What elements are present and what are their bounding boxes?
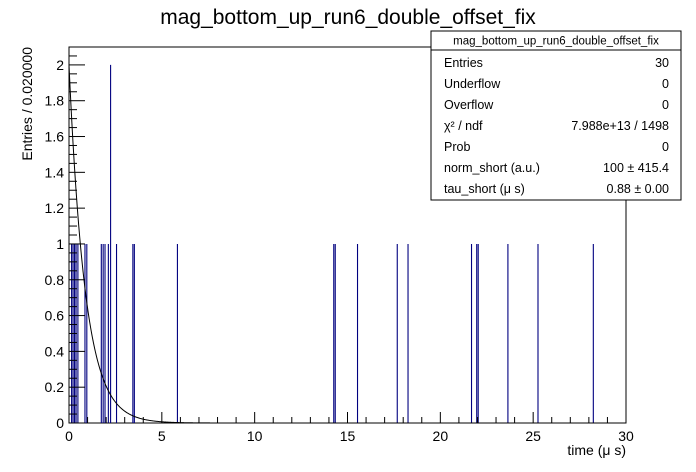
stats-label: norm_short (a.u.) [444,161,540,175]
y-tick-label: 0.6 [45,308,65,324]
y-axis: 0 0.2 0.4 0.6 0.8 1 1.2 1.4 1.6 1.8 2 [45,46,85,431]
stats-label: tau_short (μ s) [444,182,525,196]
y-tick-label: 2 [56,57,64,73]
stats-label: Entries [444,56,483,70]
stats-value: 7.988e+13 / 1498 [571,119,669,133]
stats-value: 30 [655,56,669,70]
y-axis-title: Entries / 0.020000 [19,47,35,161]
y-tick-label: 1 [56,236,64,252]
stats-label: χ² / ndf [444,119,483,133]
stats-label: Overflow [444,98,494,112]
stats-value: 0.88 ± 0.00 [607,182,670,196]
x-tick-label: 30 [618,428,634,444]
x-tick-label: 15 [340,428,356,444]
y-tick-label: 1.6 [45,129,65,145]
stats-value: 0 [662,98,669,112]
y-tick-label: 0.2 [45,379,65,395]
chart-title: mag_bottom_up_run6_double_offset_fix [160,6,536,29]
x-axis: 0 5 10 15 20 25 30 [65,412,634,444]
stats-box-frame [430,30,682,201]
y-tick-label: 1.4 [45,164,65,180]
y-tick-label: 0.8 [45,272,65,288]
histogram-bars [71,64,594,423]
stats-box-title: mag_bottom_up_run6_double_offset_fix [453,36,659,48]
y-tick-label: 0 [56,415,64,431]
y-tick-label: 1.2 [45,200,65,216]
y-tick-label: 0.4 [45,343,65,359]
stats-label: Underflow [444,77,501,91]
y-tick-label: 1.8 [45,93,65,109]
stats-label: Prob [444,140,470,154]
x-tick-label: 20 [433,428,449,444]
stats-box: mag_bottom_up_run6_double_offset_fix Ent… [430,30,682,201]
x-tick-label: 0 [65,428,73,444]
x-tick-label: 25 [525,428,541,444]
stats-rows: Entries 30 Underflow 0 Overflow 0 χ² / ndf 7.98… [444,56,669,196]
stats-value: 0 [662,77,669,91]
stats-value: 0 [662,140,669,154]
stats-value: 100 ± 415.4 [603,161,669,175]
x-tick-label: 5 [158,428,166,444]
x-tick-label: 10 [247,428,263,444]
x-axis-title: time (μ s) [567,442,626,458]
